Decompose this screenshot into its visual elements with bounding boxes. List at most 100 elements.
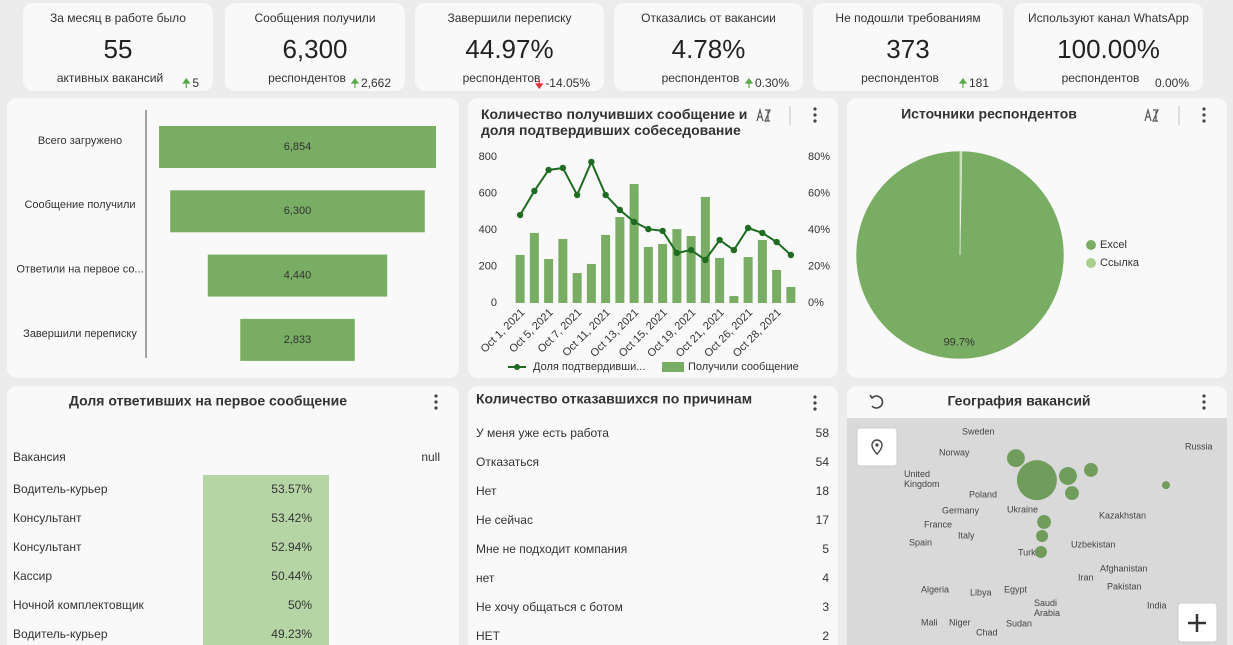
legend-swatch	[1086, 258, 1096, 268]
y-tick-label: 0	[491, 297, 497, 309]
table-cell: Водитель-курьер	[13, 482, 108, 496]
table-cell: Кассир	[13, 569, 52, 583]
line-point	[730, 246, 738, 254]
legend-label: Получили сообщение	[688, 361, 799, 373]
table-cell: 52.94%	[271, 540, 312, 554]
kpi-delta: 181	[969, 76, 989, 90]
map-bubble	[1065, 486, 1079, 501]
kpi-subtitle: респондентов	[463, 71, 541, 85]
kpi-value: 100.00%	[1057, 34, 1160, 64]
kpi-delta: -14.05%	[545, 76, 590, 90]
line-point	[545, 166, 552, 174]
kpi-title: Используют канал WhatsApp	[1028, 11, 1189, 25]
bar	[658, 244, 668, 303]
map-label: Algeria	[921, 584, 949, 594]
y-tick-label: 400	[479, 224, 497, 236]
cell-bar	[203, 620, 329, 645]
menu-button[interactable]	[434, 394, 438, 410]
map-background	[847, 418, 1227, 645]
legend-label: Доля подтвердивши...	[533, 361, 645, 373]
data-label: 99.7%	[944, 336, 975, 348]
kpi-trend-icon	[744, 78, 754, 88]
kpi-trend-icon	[350, 78, 360, 88]
table-title: Доля ответивших на первое сообщение	[69, 393, 347, 409]
kpi-card	[225, 3, 405, 91]
map-layer: Sweden Norway Russia United Kingdom Poland Ger…	[904, 426, 1213, 637]
kpi-title: Отказались от вакансии	[641, 11, 776, 25]
kpi-delta: 0.30%	[755, 76, 789, 90]
funnel-bar	[159, 126, 436, 168]
kpi-subtitle: респондентов	[861, 71, 939, 85]
bar	[729, 296, 739, 303]
funnel-label: Ответили на первое со...	[16, 264, 143, 276]
sort-button[interactable]	[756, 106, 791, 125]
bar	[643, 246, 653, 303]
line-point	[588, 158, 595, 166]
kpi-title: Завершили переписку	[448, 11, 572, 25]
sort-button[interactable]	[1144, 106, 1180, 125]
map-label: India	[1147, 600, 1167, 610]
line-point	[687, 246, 695, 254]
funnel-label: Всего загружено	[38, 135, 122, 147]
bar	[558, 238, 568, 303]
map-label: Iran	[1078, 572, 1094, 582]
locate-button[interactable]	[856, 427, 898, 467]
bar	[715, 257, 725, 303]
menu-button[interactable]	[813, 395, 817, 411]
table-cell: У меня уже есть работа	[476, 426, 609, 440]
undo-button[interactable]	[869, 394, 884, 409]
map-bubble	[1036, 530, 1049, 543]
table-cell: 5	[822, 542, 829, 556]
table-cell: Не сейчас	[476, 513, 533, 527]
menu-button[interactable]	[813, 107, 817, 123]
legend-swatch	[1086, 240, 1096, 250]
bar	[686, 236, 696, 303]
map-label: Chad	[976, 627, 998, 637]
menu-button[interactable]	[1202, 394, 1206, 410]
kpi-delta: 2,662	[361, 76, 391, 90]
kpi-trend-icon	[958, 78, 968, 88]
menu-button[interactable]	[1202, 107, 1206, 123]
table-cell: Мне не подходит компания	[476, 542, 627, 556]
table-cell: 50.44%	[271, 569, 312, 583]
line-point	[616, 206, 624, 214]
kpi-title: За месяц в работе было	[50, 11, 186, 25]
kpi-card	[614, 3, 803, 91]
data-label: 6,854	[284, 141, 312, 153]
map-label: Turkey	[1018, 547, 1046, 557]
map-label: Kazakhstan	[1099, 510, 1146, 520]
column-header: Вакансия	[13, 450, 66, 464]
map-label: Russia	[1185, 441, 1213, 451]
table-cell: 50%	[288, 598, 312, 612]
map-bubble	[1084, 462, 1098, 477]
line-point	[630, 218, 638, 226]
line-point	[673, 249, 681, 257]
table-cell: Консультант	[13, 540, 82, 554]
bar	[700, 196, 710, 303]
map-label: Libya	[970, 587, 992, 597]
map-label: Sudan	[1006, 618, 1032, 628]
map-label: Sweden	[962, 426, 995, 436]
table-cell: 18	[816, 484, 830, 498]
table-title: Количество отказавшихся по причинам	[476, 391, 752, 407]
table-cell: Нет	[476, 484, 497, 498]
map-bubble	[1034, 546, 1047, 558]
funnel-label: Завершили переписку	[23, 328, 137, 340]
y2-tick-label: 20%	[808, 260, 830, 272]
line-point	[602, 191, 609, 199]
kpi-delta: 0.00%	[1155, 76, 1189, 90]
bar	[586, 263, 596, 303]
data-label: 4,440	[284, 270, 312, 282]
line-point	[702, 256, 709, 264]
map-label: Afghanistan	[1100, 563, 1148, 573]
map-label: Niger	[949, 617, 971, 627]
map-bubble	[1016, 460, 1057, 501]
bar	[743, 257, 753, 303]
bar	[601, 234, 611, 303]
data-label: 2,833	[284, 334, 312, 346]
map-label: Mali	[921, 617, 938, 627]
map-label: United Kingdom	[904, 469, 940, 489]
line-point	[559, 164, 567, 172]
zoom-in-button[interactable]	[1177, 602, 1218, 643]
kpi-card	[23, 3, 213, 91]
